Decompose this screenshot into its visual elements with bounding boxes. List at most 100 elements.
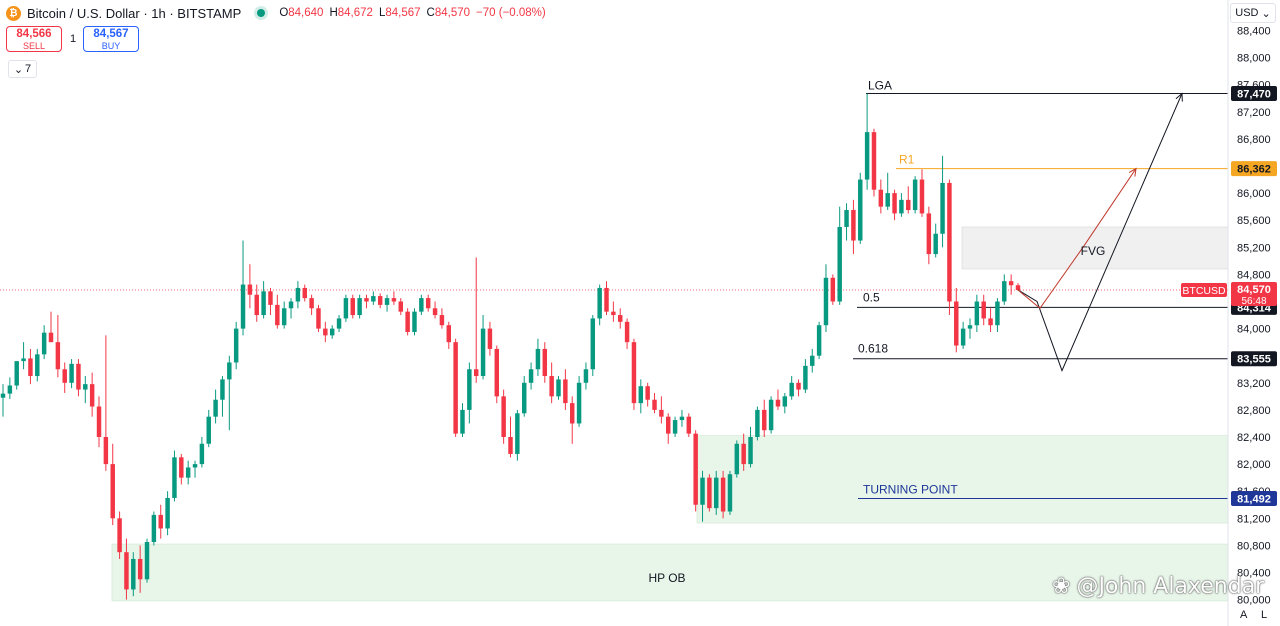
spread-value: 1 (70, 33, 77, 45)
high-value: 84,672 (337, 7, 373, 19)
candle-body (309, 298, 314, 309)
chevron-down-icon: ⌄ (1261, 7, 1271, 20)
candle-body (803, 365, 808, 390)
indicators-toggle-button[interactable]: ⌄ 7 (8, 60, 37, 78)
candle-body (1008, 281, 1014, 286)
candle-body (618, 315, 623, 322)
candle-body (789, 382, 794, 397)
candle-body (405, 311, 410, 332)
candle-body (144, 542, 150, 580)
candle-body (734, 443, 740, 475)
candle-body (275, 304, 280, 326)
candle-body (597, 287, 602, 319)
candle-body (967, 325, 973, 329)
candle-body (179, 457, 184, 478)
candle-body (425, 298, 431, 309)
candle-body (446, 325, 452, 343)
candle-body (885, 193, 890, 207)
candle-body (727, 474, 733, 512)
candle-body (412, 311, 417, 332)
candle-body (631, 342, 637, 404)
candle-body (391, 298, 397, 302)
candle-body (350, 298, 355, 316)
candle-body (83, 384, 88, 390)
log-scale-button[interactable]: L (1261, 609, 1268, 621)
candle-body (995, 301, 1000, 326)
high-label: H (329, 7, 338, 19)
candle-body (878, 189, 884, 207)
candle-body (1015, 285, 1021, 290)
buy-label: BUY (101, 41, 121, 51)
candle-body (329, 328, 335, 336)
candle-body (377, 296, 383, 305)
y-tick-label: 80,400 (1237, 568, 1271, 580)
buy-button[interactable]: 84,567 BUY (83, 26, 139, 52)
candle-body (281, 308, 287, 326)
candle-body (816, 325, 822, 356)
candle-body (508, 437, 513, 454)
candle-body (295, 287, 301, 302)
price-tag-last-countdown: 56:48 (1241, 296, 1266, 307)
zone-demand (696, 435, 1229, 524)
symbol-title[interactable]: Bitcoin / U.S. Dollar · 1h · BITSTAMP (27, 5, 242, 21)
price-tag-0-618: 83,555 (1237, 354, 1271, 366)
candle-body (748, 437, 753, 465)
annotation-fvg: FVG (1081, 244, 1106, 258)
candle-body (960, 328, 966, 346)
candle-body (7, 385, 13, 394)
candle-body (535, 348, 541, 370)
candle-body (487, 328, 493, 349)
candle-body (679, 416, 685, 421)
candle-body (254, 294, 259, 316)
candle-body (521, 382, 527, 414)
candle-body (762, 409, 767, 431)
candle-body (501, 396, 506, 437)
candle-body (755, 409, 760, 437)
candle-body (768, 399, 774, 431)
y-tick-label: 88,000 (1237, 53, 1271, 65)
candle-body (419, 298, 424, 312)
candle-body (117, 518, 122, 553)
candle-body (624, 321, 630, 343)
candle-body (151, 514, 157, 543)
candle-body (233, 328, 239, 363)
candle-body (864, 132, 870, 180)
candle-body (364, 298, 369, 302)
candle-body (549, 376, 554, 397)
candle-body (62, 369, 67, 383)
candle-body (158, 514, 163, 529)
candle-body (453, 342, 458, 434)
currency-select[interactable]: USD ⌄ (1230, 3, 1276, 23)
candle-body (556, 379, 561, 397)
candle-body (611, 311, 616, 316)
symbol-tag-bg (1181, 282, 1227, 297)
symbol-tag: BTCUSD (1182, 285, 1226, 297)
price-tag-last-bg (1231, 281, 1277, 306)
sell-price: 84,566 (16, 28, 52, 40)
candle-body (89, 384, 95, 407)
y-tick-label: 85,600 (1237, 215, 1271, 227)
y-tick-label: 82,000 (1237, 459, 1271, 471)
candle-body (21, 358, 26, 362)
candle-body (604, 287, 609, 312)
candle-body (0, 393, 6, 398)
sell-button[interactable]: 84,566 SELL (6, 26, 62, 52)
low-value: 84,567 (385, 7, 421, 19)
auto-scale-button[interactable]: A (1240, 609, 1248, 621)
candle-body (528, 369, 534, 383)
candle-body (261, 291, 266, 316)
candle-body (844, 210, 849, 227)
candle-body (432, 308, 438, 316)
candle-body (28, 358, 33, 377)
candle-body (823, 277, 829, 326)
annotation-lga: LGA (868, 79, 892, 93)
annotation-0-618: 0.618 (858, 342, 888, 356)
candle-body (563, 379, 568, 404)
candle-body (693, 433, 698, 505)
candle-body (782, 396, 788, 407)
price-tag-0-618-bg (1231, 351, 1277, 367)
candle-body (185, 467, 191, 478)
y-tick-label: 83,200 (1237, 378, 1271, 390)
candle-body (707, 477, 712, 509)
